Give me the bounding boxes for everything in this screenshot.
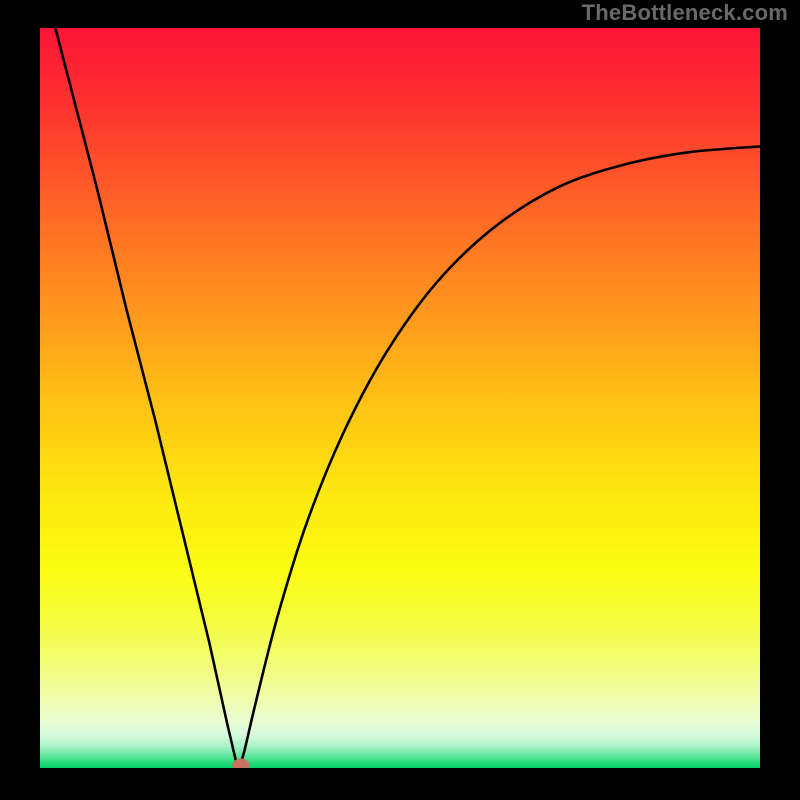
chart-svg (40, 28, 760, 768)
watermark-text: TheBottleneck.com (582, 0, 788, 26)
plot-area (40, 28, 760, 768)
chart-container: TheBottleneck.com (0, 0, 800, 800)
chart-background (40, 28, 760, 768)
